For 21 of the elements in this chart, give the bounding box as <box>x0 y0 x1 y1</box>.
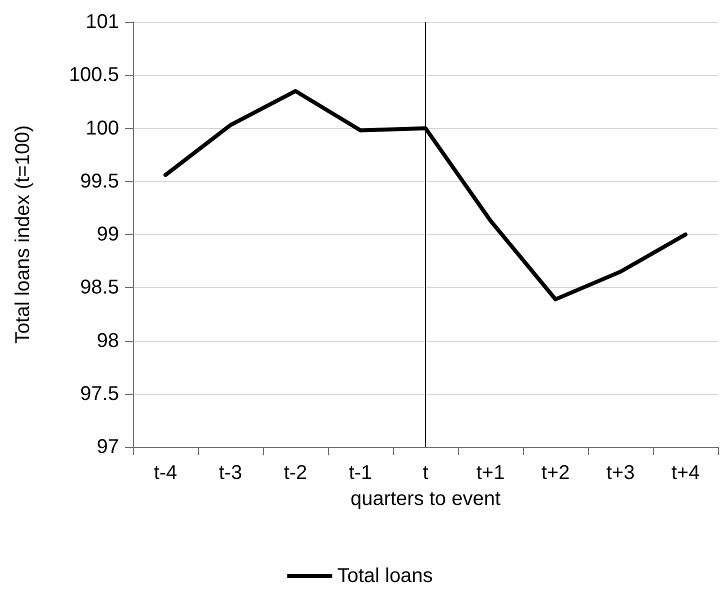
y-tick-label: 97.5 <box>80 382 119 405</box>
y-tick-label: 101 <box>86 11 119 33</box>
x-tick-label: t+4 <box>671 462 700 484</box>
y-tick-label: 100.5 <box>68 64 119 86</box>
x-tick-label: t-2 <box>284 462 308 484</box>
y-tick-label: 99.5 <box>80 170 119 192</box>
y-tick-label: 97 <box>96 436 119 458</box>
y-tick-label: 100 <box>86 117 119 140</box>
y-tick-label: 98.5 <box>80 276 119 299</box>
x-tick-label: t+3 <box>606 462 635 484</box>
legend-label: Total loans <box>337 565 433 587</box>
y-tick-label: 98 <box>96 330 119 352</box>
x-tick-label: t+1 <box>476 462 505 484</box>
x-tick-label: t-4 <box>154 462 178 484</box>
x-tick-label: t+2 <box>541 462 570 484</box>
y-tick-label: 99 <box>96 224 119 246</box>
x-tick-label: t-3 <box>218 462 242 484</box>
x-tick-label: t <box>422 462 429 484</box>
x-axis-title: quarters to event <box>350 488 501 510</box>
y-axis-title: Total loans index (t=100) <box>12 125 34 344</box>
x-tick-label: t-1 <box>348 462 372 484</box>
